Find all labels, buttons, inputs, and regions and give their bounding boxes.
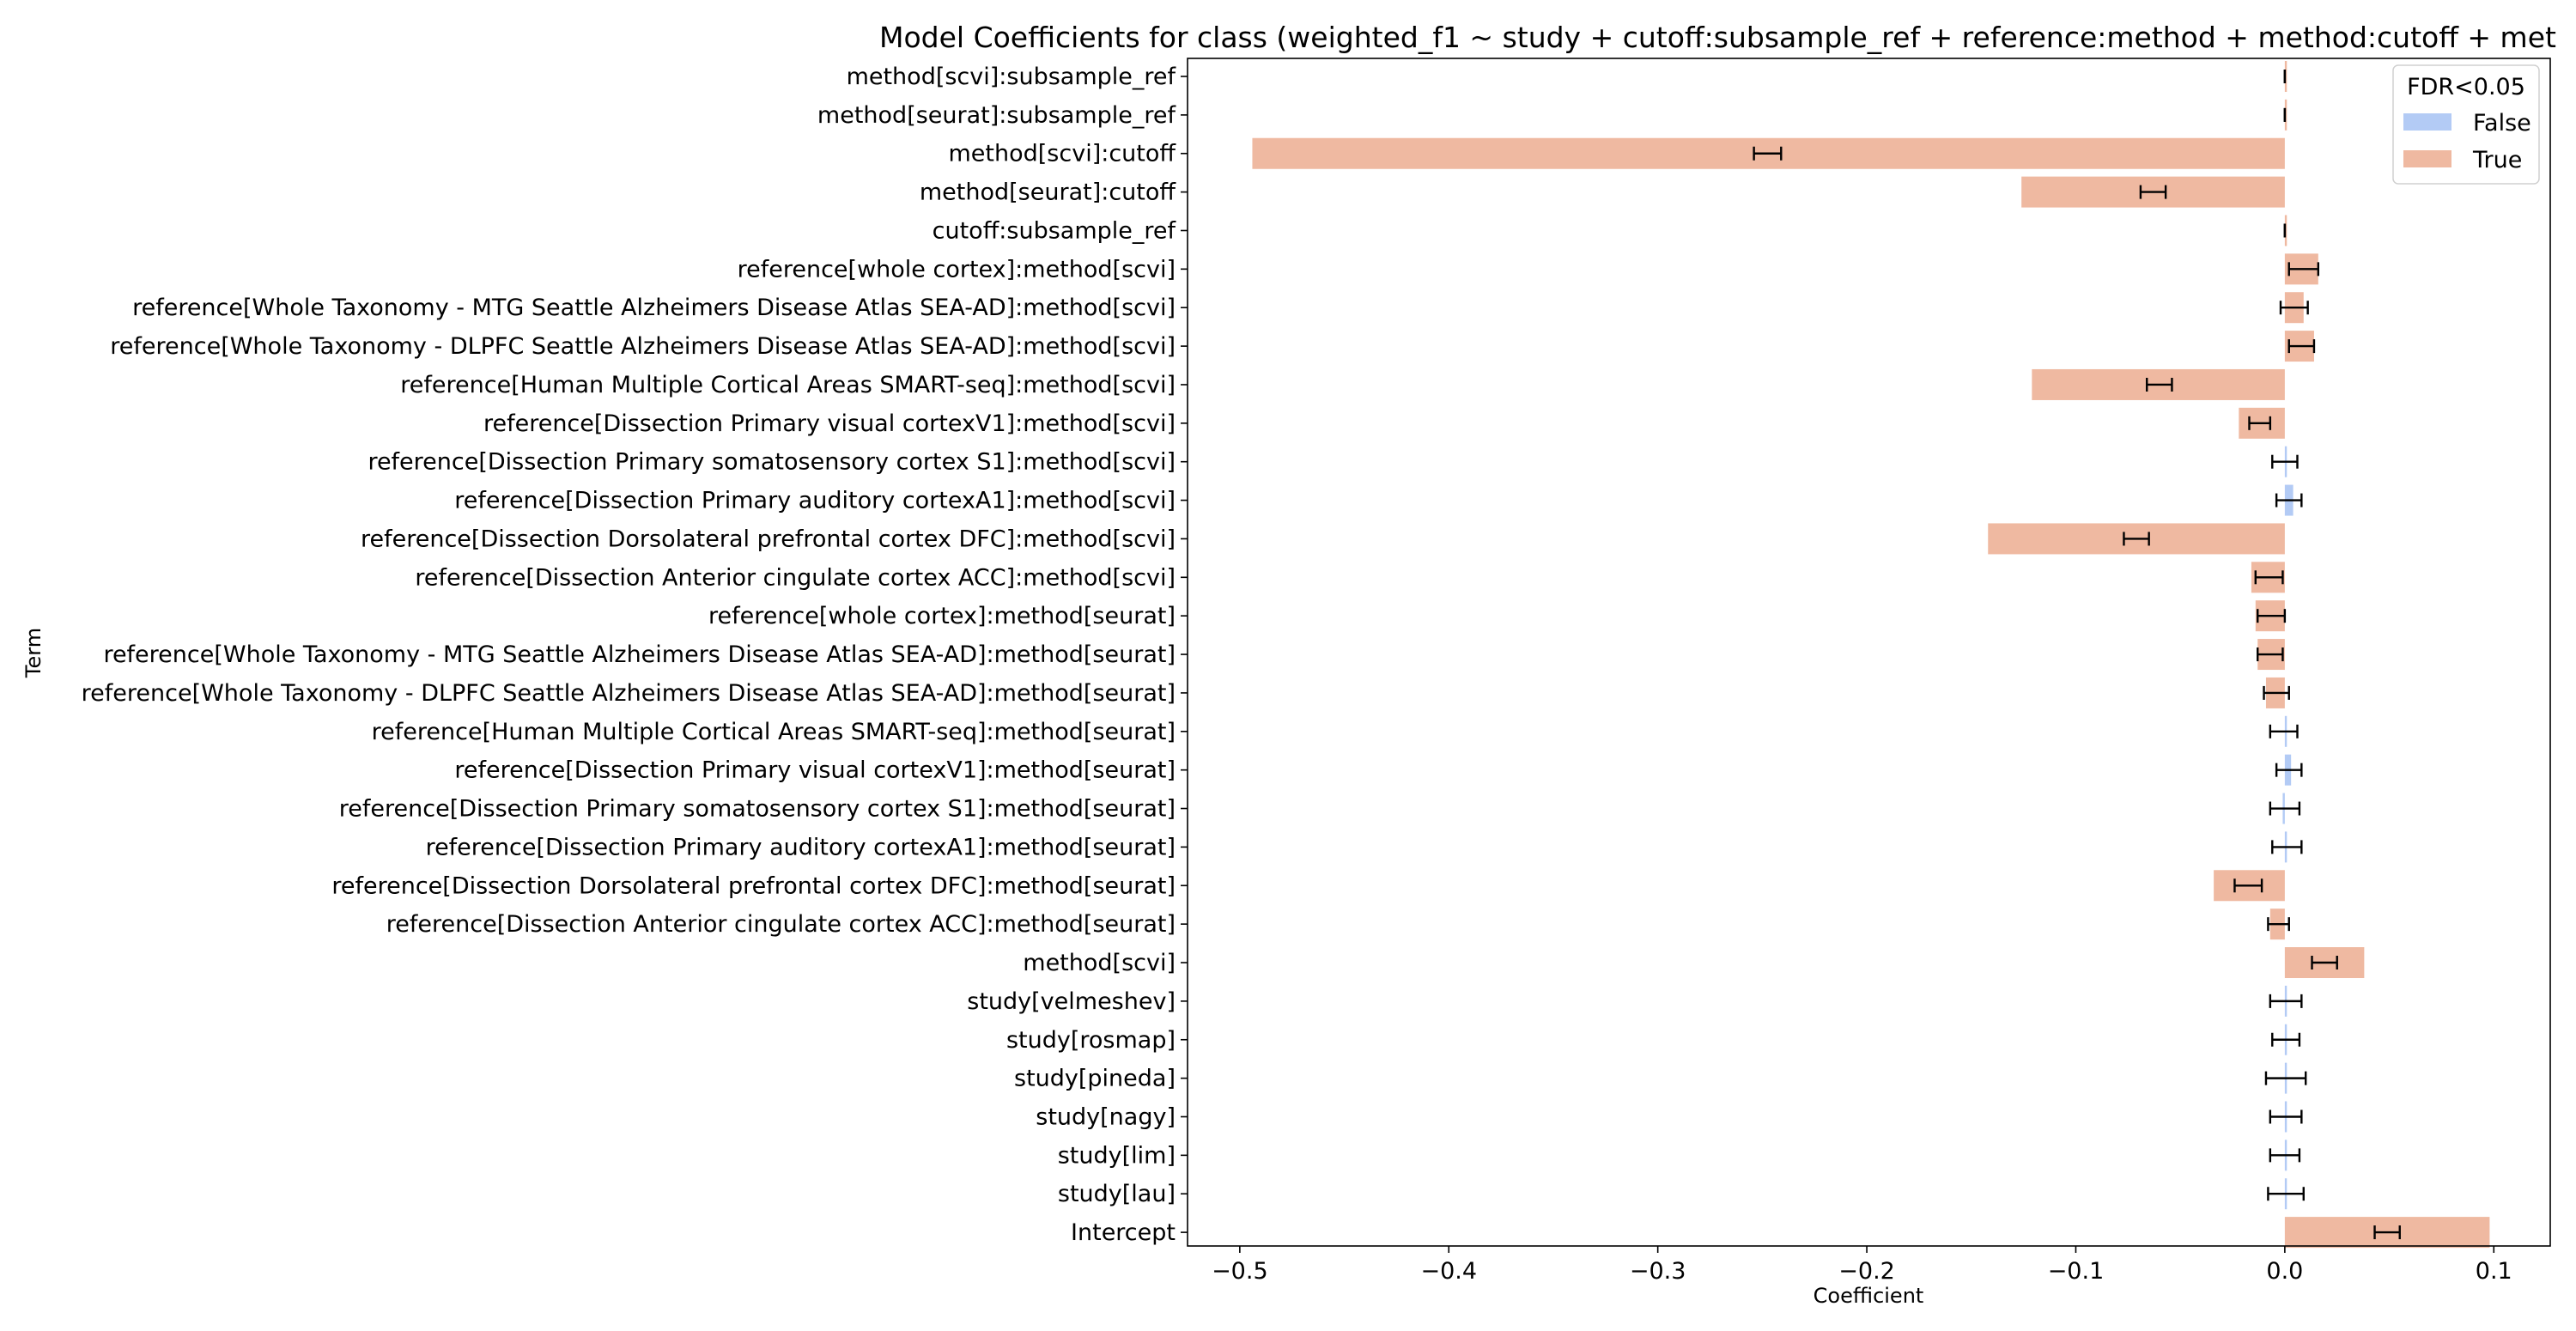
error-bar [2275,763,2303,777]
bars-layer [1252,61,2490,1249]
legend-swatch-false [2403,113,2451,131]
error-bar [2267,917,2290,932]
y-tick-label: reference[Human Multiple Cortical Areas … [372,719,1176,745]
y-tick-label: method[scvi]:cutoff [949,141,1177,167]
error-bar [2287,339,2316,354]
error-bar [2269,801,2301,816]
y-tick-label: method[scvi] [1023,950,1176,976]
y-tick-label: reference[Dissection Primary somatosenso… [368,449,1176,476]
error-bar [2233,878,2263,893]
y-tick-label: reference[Dissection Primary visual cort… [483,410,1176,437]
error-bar [2248,416,2272,430]
y-tick-label: reference[Whole Taxonomy - DLPFC Seattle… [110,333,1176,360]
chart-title: Model Coefficients for class (weighted_f… [879,21,2556,54]
error-bar [2311,956,2338,970]
legend: FDR<0.05 False True [2392,64,2540,185]
legend-title: FDR<0.05 [2407,74,2525,100]
error-bar [2139,185,2167,199]
y-tick-label: reference[Dissection Primary auditory co… [454,488,1176,514]
y-tick-label: reference[whole cortex]:method[scvi] [738,256,1176,283]
x-tick-label: 0.0 [2266,1258,2303,1285]
error-bar [2275,493,2303,507]
y-tick-label: reference[Dissection Primary visual cort… [454,757,1176,784]
x-tick-label: 0.1 [2476,1258,2512,1285]
y-tick-label: study[lim] [1058,1142,1176,1169]
y-tick-label: reference[Dissection Primary somatosenso… [339,796,1176,823]
x-tick-label: −0.1 [2048,1258,2105,1285]
x-tick-label: −0.4 [1420,1258,1477,1285]
error-bar [2271,1032,2301,1047]
error-bar [2263,685,2290,700]
plot-frame [1187,58,2551,1247]
error-bar [2269,1109,2303,1124]
y-tick-label: reference[Dissection Dorsolateral prefro… [361,526,1176,552]
legend-label-false: False [2473,110,2531,137]
error-bar [2123,532,2150,546]
y-tick-label: study[velmeshev] [967,988,1176,1015]
y-tick-label: Intercept [1071,1219,1176,1246]
error-bars-layer [1753,70,2401,1240]
y-tick-label: method[seurat]:subsample_ref [817,102,1177,129]
y-tick-label: reference[Dissection Anterior cingulate … [386,911,1176,938]
error-bar [2269,994,2303,1008]
y-tick-label: reference[Dissection Anterior cingulate … [415,564,1176,591]
x-ticks-layer: −0.5 −0.4 −0.3 −0.2 −0.1 0.0 0.1 [1212,1246,2512,1285]
y-tick-label: reference[Human Multiple Cortical Areas … [400,372,1176,398]
y-tick-label: reference[Whole Taxonomy - DLPFC Seattle… [82,680,1176,707]
error-bar [2264,1071,2307,1085]
y-tick-label: study[pineda] [1014,1066,1176,1092]
error-bar [2257,609,2287,623]
error-bar [2257,647,2284,662]
error-bar [2267,1187,2305,1201]
error-bar [2146,377,2173,392]
y-tick-label: reference[Dissection Dorsolateral prefro… [331,872,1176,899]
error-bar [2271,454,2299,469]
legend-label-true: True [2472,147,2522,173]
y-ticks-layer: method[scvi]:subsample_ref method[seurat]… [82,64,1188,1246]
y-axis-title: Term [21,628,46,678]
y-tick-label: method[scvi]:subsample_ref [847,64,1177,90]
legend-swatch-true [2403,150,2451,167]
x-tick-label: −0.2 [1838,1258,1895,1285]
error-bar [2269,724,2299,738]
error-bar [2279,301,2309,315]
y-tick-label: reference[Dissection Primary auditory co… [426,834,1176,860]
error-bar [2254,570,2284,585]
y-tick-label: cutoff:subsample_ref [933,217,1177,244]
y-tick-label: reference[Whole Taxonomy - MTG Seattle A… [103,641,1176,668]
x-tick-label: −0.5 [1212,1258,1268,1285]
x-axis-title: Coefficient [1814,1284,1924,1308]
error-bar [2271,840,2303,854]
error-bar [1753,146,1783,161]
error-bar [2373,1225,2401,1240]
error-bar [2269,1148,2301,1163]
y-tick-label: reference[whole cortex]:method[seurat] [708,603,1176,629]
y-tick-label: study[lau] [1058,1181,1176,1207]
error-bar [2287,262,2320,277]
y-tick-label: study[rosmap] [1006,1027,1176,1054]
y-tick-label: method[seurat]:cutoff [920,179,1177,206]
y-tick-label: reference[Whole Taxonomy - MTG Seattle A… [132,295,1176,321]
x-tick-label: −0.3 [1630,1258,1686,1285]
y-tick-label: study[nagy] [1036,1103,1176,1130]
